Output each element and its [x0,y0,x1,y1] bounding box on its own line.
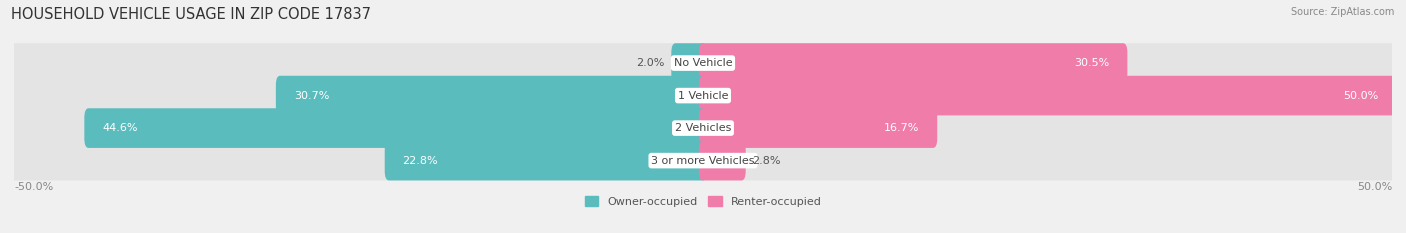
FancyBboxPatch shape [699,108,938,148]
FancyBboxPatch shape [699,76,1396,115]
Legend: Owner-occupied, Renter-occupied: Owner-occupied, Renter-occupied [585,196,821,207]
Text: 30.7%: 30.7% [294,91,329,101]
Text: No Vehicle: No Vehicle [673,58,733,68]
Text: -50.0%: -50.0% [14,182,53,192]
FancyBboxPatch shape [10,76,1396,115]
Text: 1 Vehicle: 1 Vehicle [678,91,728,101]
FancyBboxPatch shape [699,141,745,180]
FancyBboxPatch shape [10,141,1396,180]
FancyBboxPatch shape [84,108,707,148]
Text: 50.0%: 50.0% [1343,91,1378,101]
Text: 22.8%: 22.8% [402,156,439,166]
FancyBboxPatch shape [276,76,707,115]
FancyBboxPatch shape [699,43,1128,83]
Text: 50.0%: 50.0% [1357,182,1392,192]
Text: 30.5%: 30.5% [1074,58,1109,68]
FancyBboxPatch shape [10,43,1396,83]
FancyBboxPatch shape [671,43,707,83]
Text: 44.6%: 44.6% [103,123,138,133]
Text: 16.7%: 16.7% [884,123,920,133]
Text: 2 Vehicles: 2 Vehicles [675,123,731,133]
FancyBboxPatch shape [385,141,707,180]
Text: Source: ZipAtlas.com: Source: ZipAtlas.com [1291,7,1395,17]
Text: 3 or more Vehicles: 3 or more Vehicles [651,156,755,166]
Text: 2.0%: 2.0% [636,58,665,68]
Text: HOUSEHOLD VEHICLE USAGE IN ZIP CODE 17837: HOUSEHOLD VEHICLE USAGE IN ZIP CODE 1783… [11,7,371,22]
FancyBboxPatch shape [10,108,1396,148]
Text: 2.8%: 2.8% [752,156,782,166]
